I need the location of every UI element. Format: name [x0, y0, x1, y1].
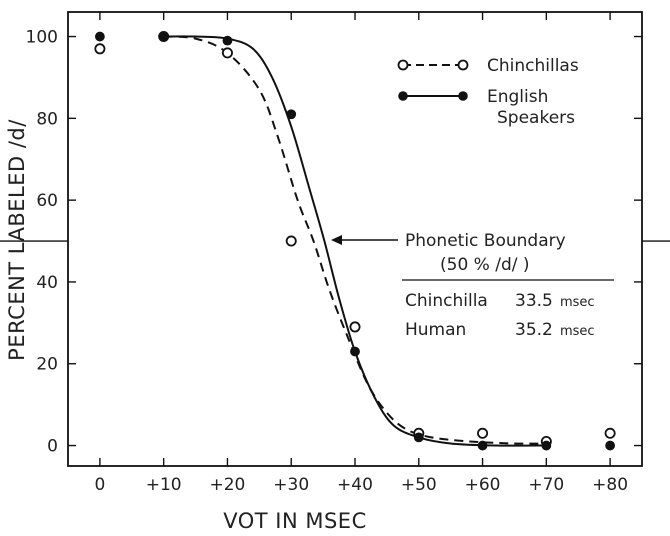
legend: Chinchillas English Speakers	[397, 56, 579, 128]
point-english-speakers	[94, 31, 105, 42]
point-chinchillas	[604, 427, 616, 439]
x-axis: 0 +10 +20 +30 +40 +50 +60 +70 +80	[94, 12, 628, 495]
point-chinchillas	[477, 427, 489, 439]
x-tick-label: +30	[273, 475, 309, 495]
annotation-title-line2: (50 % /d/ )	[440, 255, 530, 275]
x-tick-label: +80	[592, 475, 628, 495]
point-english-speakers	[605, 440, 616, 451]
x-axis-title: VOT IN MSEC	[223, 509, 367, 533]
legend-label-english-speakers: English	[487, 87, 548, 107]
annotation-row-chinchilla-unit: msec	[560, 295, 595, 310]
y-tick-label: 60	[36, 191, 58, 211]
annotation-arrow-head	[331, 235, 342, 245]
y-tick-label: 80	[36, 109, 58, 129]
point-chinchillas	[221, 47, 233, 59]
x-tick-label: +70	[528, 475, 564, 495]
legend-marker-chinchillas-end	[457, 59, 469, 71]
point-english-speakers	[222, 35, 233, 46]
point-english-speakers	[286, 109, 297, 120]
point-english-speakers	[541, 440, 552, 451]
y-tick-label: 0	[47, 437, 58, 457]
annotation-row-human-value: 35.2	[515, 320, 553, 340]
x-tick-label: +40	[337, 475, 373, 495]
annotation-row-human-label: Human	[405, 320, 466, 340]
y-tick-label: 40	[36, 273, 58, 293]
x-tick-label: +20	[209, 475, 245, 495]
point-chinchillas	[94, 43, 106, 55]
curve-english-speakers	[163, 35, 547, 447]
legend-label-chinchillas: Chinchillas	[487, 56, 579, 76]
legend-item-chinchillas: Chinchillas	[397, 56, 579, 76]
annotation-row-chinchilla-value: 33.5	[515, 291, 553, 311]
series-curves	[163, 35, 547, 447]
point-english-speakers	[158, 31, 169, 42]
annotation-row-chinchilla-label: Chinchilla	[405, 291, 488, 311]
legend-marker-english-speakers	[398, 91, 408, 101]
x-tick-label: 0	[94, 475, 105, 495]
point-english-speakers	[477, 440, 488, 451]
point-chinchillas	[349, 321, 361, 333]
y-axis: 0 20 40 60 80 100	[26, 28, 642, 457]
legend-marker-english-speakers-end	[458, 91, 468, 101]
legend-label-english-speakers-line2: Speakers	[497, 108, 575, 128]
y-axis-title: PERCENT LABELED /d/	[5, 119, 29, 361]
y-tick-label: 100	[26, 28, 58, 48]
y-tick-label: 20	[36, 355, 58, 375]
legend-item-english-speakers: English Speakers	[398, 87, 575, 128]
curve-chinchillas	[163, 35, 547, 445]
point-english-speakers	[413, 432, 424, 443]
point-english-speakers	[350, 346, 360, 357]
x-tick-label: +60	[465, 475, 501, 495]
annotation-row-human-unit: msec	[560, 324, 595, 339]
legend-marker-chinchillas	[397, 59, 409, 71]
x-tick-label: +50	[401, 475, 437, 495]
annotation-title-line1: Phonetic Boundary	[405, 231, 566, 251]
x-tick-label: +10	[146, 475, 182, 495]
boundary-annotation: Phonetic Boundary (50 % /d/ ) Chinchilla…	[331, 231, 614, 340]
series-points	[94, 31, 616, 451]
point-chinchillas	[285, 235, 297, 247]
